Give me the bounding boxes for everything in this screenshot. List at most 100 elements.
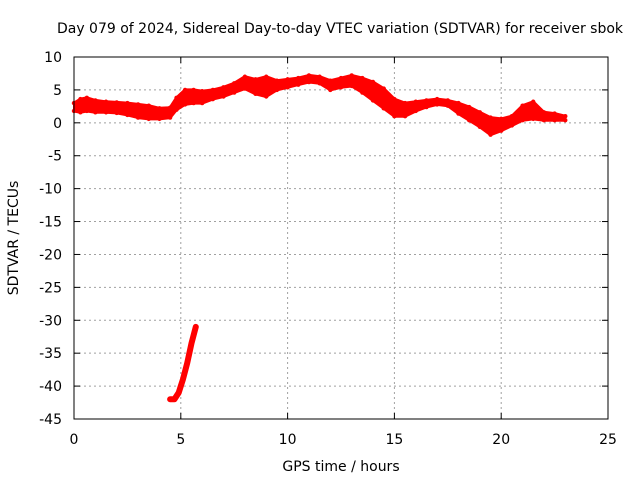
- data-point: [541, 117, 547, 123]
- data-point: [253, 77, 258, 82]
- data-point: [167, 105, 173, 110]
- data-point: [392, 114, 397, 119]
- x-axis-label: GPS time / hours: [282, 459, 399, 475]
- data-point: [531, 99, 536, 104]
- data-point: [563, 114, 568, 119]
- data-point: [466, 104, 472, 110]
- data-point: [125, 100, 130, 106]
- data-point: [413, 99, 418, 104]
- y-tick-label: -15: [39, 215, 62, 231]
- data-point: [445, 103, 450, 108]
- x-tick-label: 5: [176, 432, 185, 448]
- data-point: [338, 75, 344, 81]
- data-point: [370, 98, 376, 103]
- data-point: [488, 115, 493, 120]
- data-point: [78, 110, 83, 115]
- data-point: [541, 110, 547, 115]
- data-point: [114, 100, 119, 105]
- x-tick-label: 10: [279, 432, 297, 448]
- data-point: [563, 117, 568, 123]
- data-point: [360, 75, 365, 81]
- data-point: [184, 360, 190, 366]
- data-point: [182, 87, 188, 93]
- data-point: [456, 100, 461, 106]
- data-point: [146, 103, 151, 108]
- data-point: [338, 85, 344, 90]
- data-point: [349, 73, 354, 78]
- data-point: [531, 116, 536, 122]
- data-point: [146, 116, 151, 122]
- data-point: [328, 78, 333, 83]
- data-point: [232, 90, 237, 95]
- data-point: [103, 99, 109, 104]
- data-point: [264, 74, 269, 79]
- y-tick-label: -30: [39, 313, 62, 329]
- data-point: [552, 111, 557, 116]
- y-tick-label: -40: [39, 379, 62, 395]
- data-point: [274, 87, 280, 93]
- data-point: [171, 396, 177, 402]
- y-tick-label: -45: [39, 412, 62, 428]
- data-point: [285, 85, 290, 90]
- y-tick-label: -35: [39, 346, 62, 362]
- data-point: [296, 82, 301, 87]
- data-point: [520, 103, 525, 108]
- y-tick-label: 0: [53, 116, 62, 132]
- data-point: [499, 116, 504, 122]
- data-point: [210, 96, 216, 102]
- plot-frame: [73, 56, 609, 420]
- data-point: [434, 96, 440, 102]
- data-point: [242, 74, 248, 79]
- series-early-segment: [167, 323, 199, 403]
- data-point: [242, 86, 248, 91]
- data-point: [125, 112, 130, 118]
- data-point: [509, 123, 515, 128]
- data-point: [328, 87, 333, 93]
- data-point: [232, 81, 237, 86]
- data-point: [191, 100, 196, 106]
- data-point: [253, 91, 258, 97]
- data-point: [296, 75, 301, 81]
- y-tick-label: -10: [39, 182, 62, 198]
- data-series: [71, 73, 568, 403]
- data-point: [360, 90, 365, 95]
- data-point: [392, 96, 397, 102]
- data-point: [402, 100, 408, 106]
- data-point: [174, 107, 179, 112]
- data-point: [199, 100, 205, 106]
- data-point: [103, 110, 109, 115]
- data-point: [176, 390, 182, 396]
- data-point: [167, 115, 173, 120]
- data-point: [477, 124, 483, 129]
- data-point: [424, 104, 429, 110]
- data-point: [477, 110, 483, 115]
- data-point: [157, 116, 162, 122]
- y-tick-label: -20: [39, 247, 62, 263]
- data-point: [381, 86, 386, 91]
- data-point: [210, 87, 216, 93]
- data-point: [135, 102, 141, 107]
- data-point: [193, 324, 199, 330]
- data-point: [509, 114, 515, 119]
- y-tick-label: -5: [48, 149, 62, 165]
- data-point: [520, 117, 525, 123]
- data-point: [167, 396, 173, 402]
- data-point: [306, 73, 312, 78]
- x-tick-label: 20: [492, 432, 510, 448]
- data-point: [424, 98, 429, 103]
- data-point: [93, 98, 98, 103]
- data-point: [317, 81, 322, 86]
- y-tick-label: -25: [39, 280, 62, 296]
- data-point: [182, 102, 188, 107]
- chart-title: Day 079 of 2024, Sidereal Day-to-day VTE…: [57, 21, 624, 37]
- data-point: [157, 106, 162, 111]
- y-tick-label: 10: [44, 50, 62, 66]
- data-point: [402, 114, 408, 119]
- data-point: [180, 377, 186, 383]
- data-point: [456, 111, 461, 116]
- data-point: [221, 94, 226, 99]
- data-point: [317, 74, 322, 79]
- data-point: [349, 83, 354, 89]
- data-point: [135, 115, 141, 120]
- data-point: [488, 132, 493, 137]
